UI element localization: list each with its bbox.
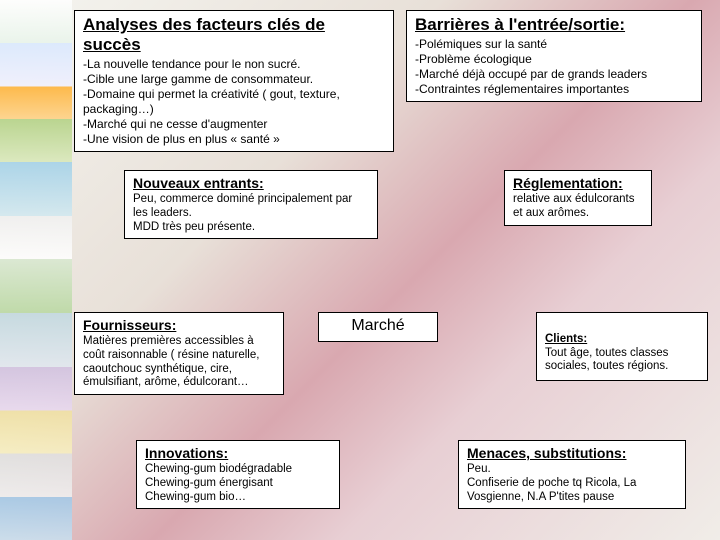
innovations-title: Innovations:: [145, 445, 331, 461]
menaces-body: Peu. Confiserie de poche tq Ricola, La V…: [467, 463, 677, 504]
entrants-body: Peu, commerce dominé principalement par …: [133, 193, 369, 234]
box-analyses: Analyses des facteurs clés de succès -La…: [74, 10, 394, 152]
box-marche: Marché: [318, 312, 438, 342]
reglementation-title: Réglementation:: [513, 175, 643, 191]
entrants-title: Nouveaux entrants:: [133, 175, 369, 191]
box-fournisseurs: Fournisseurs: Matières premières accessi…: [74, 312, 284, 395]
box-reglementation: Réglementation: relative aux édulcorants…: [504, 170, 652, 226]
barrieres-body: -Polémiques sur la santé -Problème écolo…: [415, 37, 693, 97]
reglementation-body: relative aux édulcorants et aux arômes.: [513, 193, 643, 221]
analyses-title: Analyses des facteurs clés de succès: [83, 15, 385, 55]
barrieres-title: Barrières à l'entrée/sortie:: [415, 15, 693, 35]
box-barrieres: Barrières à l'entrée/sortie: -Polémiques…: [406, 10, 702, 102]
box-menaces: Menaces, substitutions: Peu. Confiserie …: [458, 440, 686, 509]
fournisseurs-body: Matières premières accessibles à coût ra…: [83, 335, 275, 390]
marche-label: Marché: [351, 317, 404, 334]
clients-title: Clients:: [545, 333, 587, 345]
menaces-title: Menaces, substitutions:: [467, 445, 677, 461]
box-entrants: Nouveaux entrants: Peu, commerce dominé …: [124, 170, 378, 239]
analyses-body: -La nouvelle tendance pour le non sucré.…: [83, 57, 385, 147]
clients-line: Clients: Tout âge, toutes classes social…: [545, 319, 699, 374]
clients-body: Tout âge, toutes classes sociales, toute…: [545, 347, 668, 373]
fournisseurs-title: Fournisseurs:: [83, 317, 275, 333]
box-innovations: Innovations: Chewing-gum biodégradable C…: [136, 440, 340, 509]
box-clients: Clients: Tout âge, toutes classes social…: [536, 312, 708, 381]
innovations-body: Chewing-gum biodégradable Chewing-gum én…: [145, 463, 331, 504]
background-product-strip: [0, 0, 72, 540]
